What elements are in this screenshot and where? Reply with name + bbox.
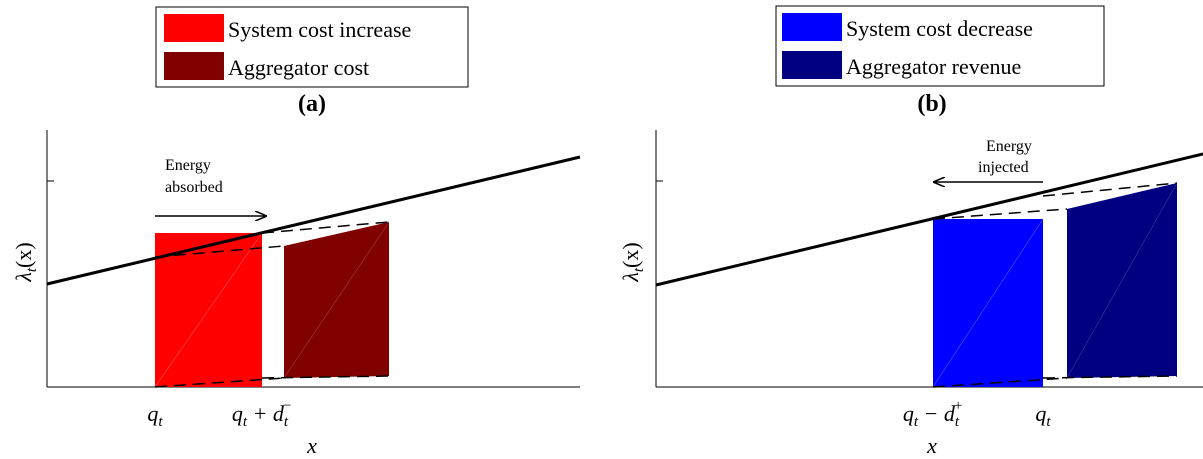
legend-label-system-cost-increase: System cost increase: [228, 17, 411, 42]
region-seam-a1: [154, 232, 263, 388]
legend-label-aggregator-cost: Aggregator cost: [228, 55, 369, 80]
panel-a: System cost increase Aggregator cost (a)…: [11, 6, 581, 458]
region-seam-b1: [932, 218, 1044, 388]
panel-a-label: (a): [298, 91, 326, 117]
panel-b-label: (b): [917, 91, 946, 117]
xtick-b-qt-minus-dt: qt − dt+: [903, 398, 963, 430]
legend-label-aggregator-revenue: Aggregator revenue: [846, 54, 1021, 79]
ylabel-a: λt(x): [11, 242, 40, 282]
xlabel-b: x: [926, 433, 937, 458]
price-line-b: [655, 152, 1203, 287]
annotation-a-line2: absorbed: [165, 179, 223, 196]
ylabel-b: λt(x): [618, 242, 647, 282]
dashed-outline-b: [932, 182, 1178, 388]
legend-label-system-cost-decrease: System cost decrease: [846, 16, 1033, 41]
xtick-b-qt: qt: [1035, 401, 1051, 430]
annotation-b-line1: Energy: [986, 138, 1032, 155]
annotation-b-line2: injected: [978, 159, 1029, 176]
legend-swatch-system-cost-increase: [164, 14, 224, 42]
panel-b: System cost decrease Aggregator revenue …: [618, 5, 1203, 458]
legend-swatch-system-cost-decrease: [782, 13, 842, 41]
annotation-a-line1: Energy: [165, 157, 211, 174]
xtick-a-qt: qt: [147, 401, 163, 430]
price-line-a: [46, 155, 581, 286]
legend-b: System cost decrease Aggregator revenue: [775, 5, 1105, 87]
xtick-a-qt-plus-dt: qt + dt−: [232, 398, 292, 430]
region-seam-b2: [1066, 182, 1178, 379]
legend-swatch-aggregator-revenue: [782, 51, 842, 79]
dashed-outline-a: [154, 221, 390, 388]
region-seam-a2: [283, 221, 390, 379]
legend-swatch-aggregator-cost: [164, 52, 224, 80]
xlabel-a: x: [306, 433, 317, 458]
legend-a: System cost increase Aggregator cost: [155, 6, 469, 88]
